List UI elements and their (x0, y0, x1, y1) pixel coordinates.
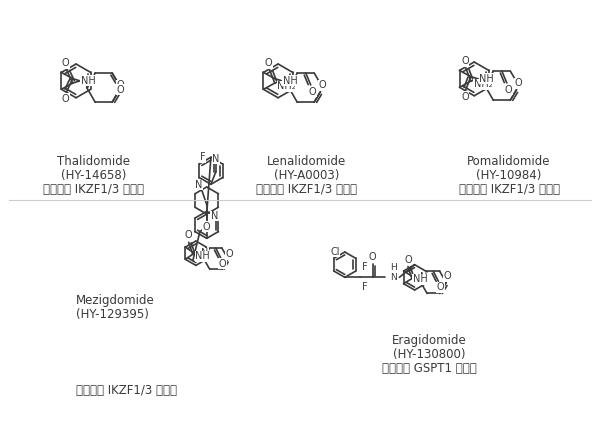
Text: O: O (309, 87, 317, 97)
Text: NH: NH (479, 74, 494, 84)
Text: O: O (219, 259, 227, 269)
Text: N: N (212, 154, 220, 164)
Text: Eragidomide: Eragidomide (392, 334, 467, 347)
Text: Cl: Cl (330, 247, 340, 257)
Text: O: O (225, 249, 233, 259)
Text: N: N (481, 74, 489, 84)
Text: O: O (116, 80, 124, 90)
Text: O: O (437, 282, 444, 292)
Text: O: O (505, 85, 512, 95)
Text: N: N (419, 272, 427, 282)
Text: O: O (319, 80, 326, 90)
Text: Pomalidomide: Pomalidomide (467, 155, 551, 168)
Text: O: O (461, 92, 469, 101)
Text: O: O (265, 58, 272, 68)
Text: H
N: H N (390, 263, 397, 282)
Text: N: N (202, 248, 209, 258)
Text: NH: NH (81, 76, 95, 86)
Text: F: F (362, 282, 368, 292)
Text: (HY-129395): (HY-129395) (76, 309, 149, 321)
Text: 转录因子 IKZF1/3 分子胶: 转录因子 IKZF1/3 分子胶 (76, 384, 177, 397)
Text: Thalidomide: Thalidomide (58, 155, 130, 168)
Text: NH: NH (196, 251, 210, 261)
Text: 转录因子 IKZF1/3 分子胶: 转录因子 IKZF1/3 分子胶 (256, 183, 358, 196)
Text: O: O (185, 230, 193, 241)
Text: 转录因子 IKZF1/3 分子胶: 转录因子 IKZF1/3 分子胶 (43, 183, 145, 196)
Text: Lenalidomide: Lenalidomide (268, 155, 347, 168)
Text: F: F (362, 262, 368, 272)
Text: Mezigdomide: Mezigdomide (76, 294, 155, 307)
Text: NH: NH (283, 76, 298, 86)
Text: NH: NH (413, 274, 427, 284)
Text: N: N (286, 76, 293, 86)
Text: O: O (62, 93, 70, 104)
Text: N: N (83, 76, 91, 86)
Text: O: O (62, 58, 70, 68)
Text: 调节因子 GSPT1 分子胶: 调节因子 GSPT1 分子胶 (382, 362, 477, 375)
Text: (HY-130800): (HY-130800) (393, 348, 466, 361)
Text: F: F (200, 152, 206, 162)
Text: (HY-10984): (HY-10984) (476, 169, 542, 182)
Text: O: O (116, 85, 124, 95)
Text: N: N (211, 211, 218, 221)
Text: O: O (444, 271, 452, 282)
Text: O: O (461, 56, 469, 66)
Text: NH₂: NH₂ (473, 79, 492, 89)
Text: NH₂: NH₂ (277, 81, 296, 91)
Text: O: O (369, 253, 377, 262)
Text: O: O (203, 222, 211, 232)
Text: O: O (404, 255, 412, 265)
Text: (HY-A0003): (HY-A0003) (274, 169, 340, 182)
Text: (HY-14658): (HY-14658) (61, 169, 127, 182)
Text: N: N (195, 180, 202, 190)
Text: O: O (514, 78, 522, 88)
Text: 转录因子 IKZF1/3 分子胶: 转录因子 IKZF1/3 分子胶 (458, 183, 560, 196)
